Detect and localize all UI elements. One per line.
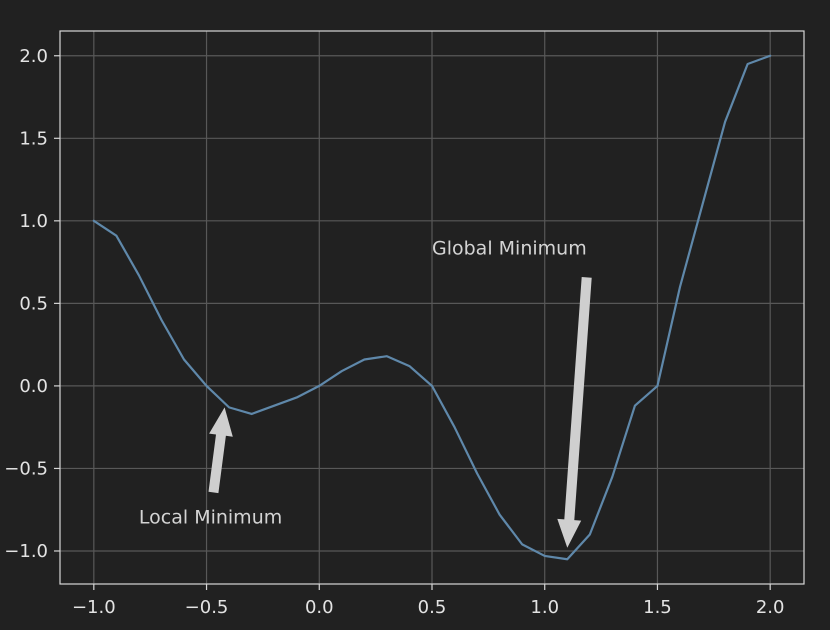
series-line bbox=[92, 54, 772, 561]
x-tick-label: −1.0 bbox=[72, 597, 116, 618]
annotation-label: Local Minimum bbox=[139, 506, 282, 528]
y-tick-label: 1.0 bbox=[19, 211, 48, 232]
annotation-arrow bbox=[557, 277, 592, 548]
annotation-arrow bbox=[208, 407, 233, 494]
y-tick-label: 0.5 bbox=[19, 293, 48, 314]
x-tick-label: 1.0 bbox=[530, 597, 559, 618]
y-tick-label: −1.0 bbox=[4, 541, 48, 562]
x-tick-label: 0.0 bbox=[305, 597, 334, 618]
y-tick-label: 2.0 bbox=[19, 46, 48, 67]
y-tick-label: 0.0 bbox=[19, 376, 48, 397]
y-tick-label: −0.5 bbox=[4, 458, 48, 479]
x-tick-label: 0.5 bbox=[418, 597, 447, 618]
y-tick-label: 1.5 bbox=[19, 128, 48, 149]
plot-area: Local Minimum Global Minimum −1.0 −0.5 0.0 0.… bbox=[4, 30, 805, 618]
x-tick-label: 1.5 bbox=[643, 597, 672, 618]
x-tick-label: 2.0 bbox=[756, 597, 785, 618]
x-tick-label: −0.5 bbox=[185, 597, 229, 618]
annotation-label: Global Minimum bbox=[432, 237, 587, 259]
